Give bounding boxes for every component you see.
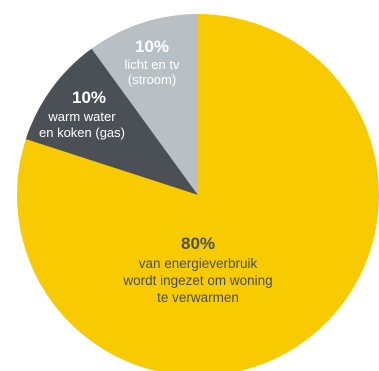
label-hot-water-line-1: warm water bbox=[47, 109, 116, 124]
label-light-tv-line-1: licht en tv bbox=[125, 57, 180, 72]
label-hot-water-line-2: en koken (gas) bbox=[39, 125, 125, 140]
percent-label-hot-water-cooking: 10% bbox=[72, 88, 106, 107]
label-heating-line-2: wordt ingezet om woning bbox=[122, 273, 272, 288]
pie-slices bbox=[17, 14, 379, 371]
label-hot-water-cooking: 10% warm water en koken (gas) bbox=[39, 88, 125, 140]
label-light-tv-line-2: (stroom) bbox=[128, 72, 176, 87]
slice-hot-water-cooking bbox=[25, 48, 198, 195]
slice-light-tv bbox=[91, 14, 198, 195]
percent-label-light-tv: 10% bbox=[135, 37, 169, 56]
label-light-tv: 10% licht en tv (stroom) bbox=[125, 37, 180, 87]
label-heating: 80% van energieverbruik wordt ingezet om… bbox=[122, 234, 272, 305]
label-heating-line-3: te verwarmen bbox=[157, 290, 239, 305]
slice-heating bbox=[17, 14, 379, 371]
percent-label-heating: 80% bbox=[181, 234, 215, 253]
label-heating-line-1: van energieverbruik bbox=[139, 256, 258, 271]
